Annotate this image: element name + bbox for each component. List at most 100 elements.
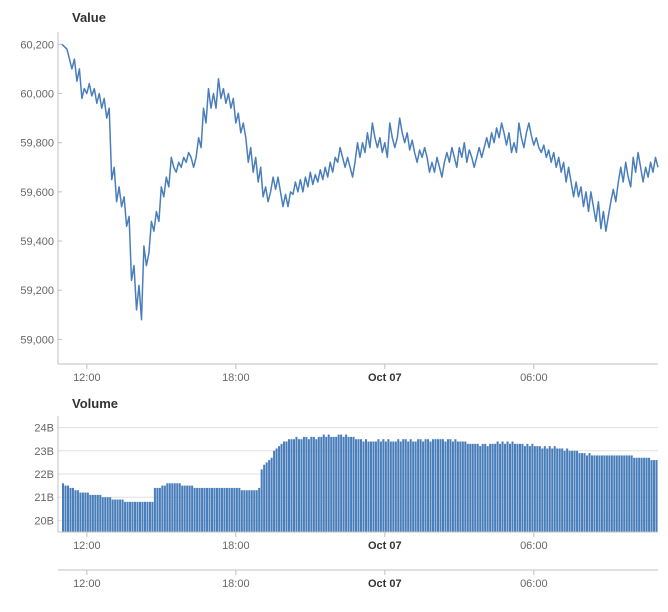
volume-bar: [335, 437, 337, 532]
volume-bar: [74, 490, 76, 532]
volume-bar: [618, 455, 620, 532]
volume-bar: [189, 486, 191, 532]
volume-bar: [94, 495, 96, 532]
volume-bar: [519, 444, 521, 532]
volume-bar: [358, 439, 360, 532]
volume-bar: [397, 439, 399, 532]
volume-bar: [375, 442, 377, 532]
volume-bar: [308, 439, 310, 532]
volume-bar: [221, 488, 223, 532]
volume-bar: [238, 488, 240, 532]
volume-bar: [569, 451, 571, 532]
volume-bar: [124, 502, 126, 532]
volume-bar: [97, 495, 99, 532]
volume-bar: [281, 444, 283, 532]
volume-bar: [132, 502, 134, 532]
volume-bar: [405, 439, 407, 532]
volume-bar: [330, 437, 332, 532]
volume-bar: [459, 442, 461, 532]
volume-bar: [603, 455, 605, 532]
volume-bar: [571, 451, 573, 532]
volume-bar: [360, 439, 362, 532]
volume-bar: [236, 488, 238, 532]
volume-bar: [164, 486, 166, 532]
volume-bar: [268, 460, 270, 532]
volume-bar: [72, 488, 74, 532]
volume-bar: [320, 437, 322, 532]
volume-bar: [457, 442, 459, 532]
volume-bar: [643, 458, 645, 532]
volume-bar: [497, 442, 499, 532]
volume-bar: [521, 444, 523, 532]
volume-bar: [633, 458, 635, 532]
volume-bar: [278, 446, 280, 532]
volume-bar: [169, 483, 171, 532]
volume-bar: [318, 437, 320, 532]
volume-bar: [646, 458, 648, 532]
volume-bar: [295, 437, 297, 532]
volume-bar: [206, 488, 208, 532]
volume-bar: [92, 495, 94, 532]
volume-bar: [134, 502, 136, 532]
volume-bar: [213, 488, 215, 532]
value-y-tick-label: 59,200: [20, 285, 54, 297]
volume-bar: [226, 488, 228, 532]
volume-bar: [211, 488, 213, 532]
volume-bar: [179, 483, 181, 532]
volume-bar: [596, 455, 598, 532]
volume-bar: [315, 439, 317, 532]
volume-bar: [437, 439, 439, 532]
volume-bar: [370, 442, 372, 532]
volume-bar: [534, 446, 536, 532]
volume-bar: [184, 486, 186, 532]
volume-bar: [420, 439, 422, 532]
volume-bar: [651, 460, 653, 532]
volume-bar: [556, 448, 558, 532]
volume-bar: [574, 451, 576, 532]
volume-bar: [425, 439, 427, 532]
volume-bar: [410, 439, 412, 532]
value-x-tick-label: 06:00: [520, 372, 548, 384]
volume-bar: [608, 455, 610, 532]
volume-bar: [546, 448, 548, 532]
volume-bar: [566, 448, 568, 532]
volume-bar: [310, 437, 312, 532]
volume-bar: [89, 495, 91, 532]
volume-bar: [591, 455, 593, 532]
volume-bar: [653, 460, 655, 532]
volume-bar: [598, 455, 600, 532]
volume-bar: [541, 448, 543, 532]
volume-bar: [430, 442, 432, 532]
volume-bar: [154, 488, 156, 532]
volume-bar: [300, 439, 302, 532]
volume-bar: [122, 500, 124, 532]
volume-bar: [298, 439, 300, 532]
volume-bar: [139, 502, 141, 532]
volume-bar: [109, 497, 111, 532]
volume-bar: [62, 483, 64, 532]
volume-bar: [146, 502, 148, 532]
volume-bar: [472, 444, 474, 532]
volume-bar: [636, 458, 638, 532]
volume-bar: [266, 462, 268, 532]
volume-bar: [261, 469, 263, 532]
volume-bar: [452, 442, 454, 532]
value-line: [62, 44, 658, 319]
volume-bar: [129, 502, 131, 532]
volume-bar: [348, 437, 350, 532]
volume-bar: [141, 502, 143, 532]
volume-bar: [422, 442, 424, 532]
volume-bar: [256, 490, 258, 532]
volume-bar: [328, 435, 330, 532]
volume-bar: [355, 439, 357, 532]
volume-bar: [209, 488, 211, 532]
volume-bar: [494, 444, 496, 532]
volume-bar: [499, 444, 501, 532]
volume-bar: [449, 439, 451, 532]
volume-bar: [191, 486, 193, 532]
value-y-tick-label: 59,400: [20, 236, 54, 248]
volume-bar: [218, 488, 220, 532]
volume-bar: [82, 493, 84, 532]
value-x-tick-label: 12:00: [73, 372, 101, 384]
bottom-x-tick-label: 06:00: [520, 578, 548, 590]
